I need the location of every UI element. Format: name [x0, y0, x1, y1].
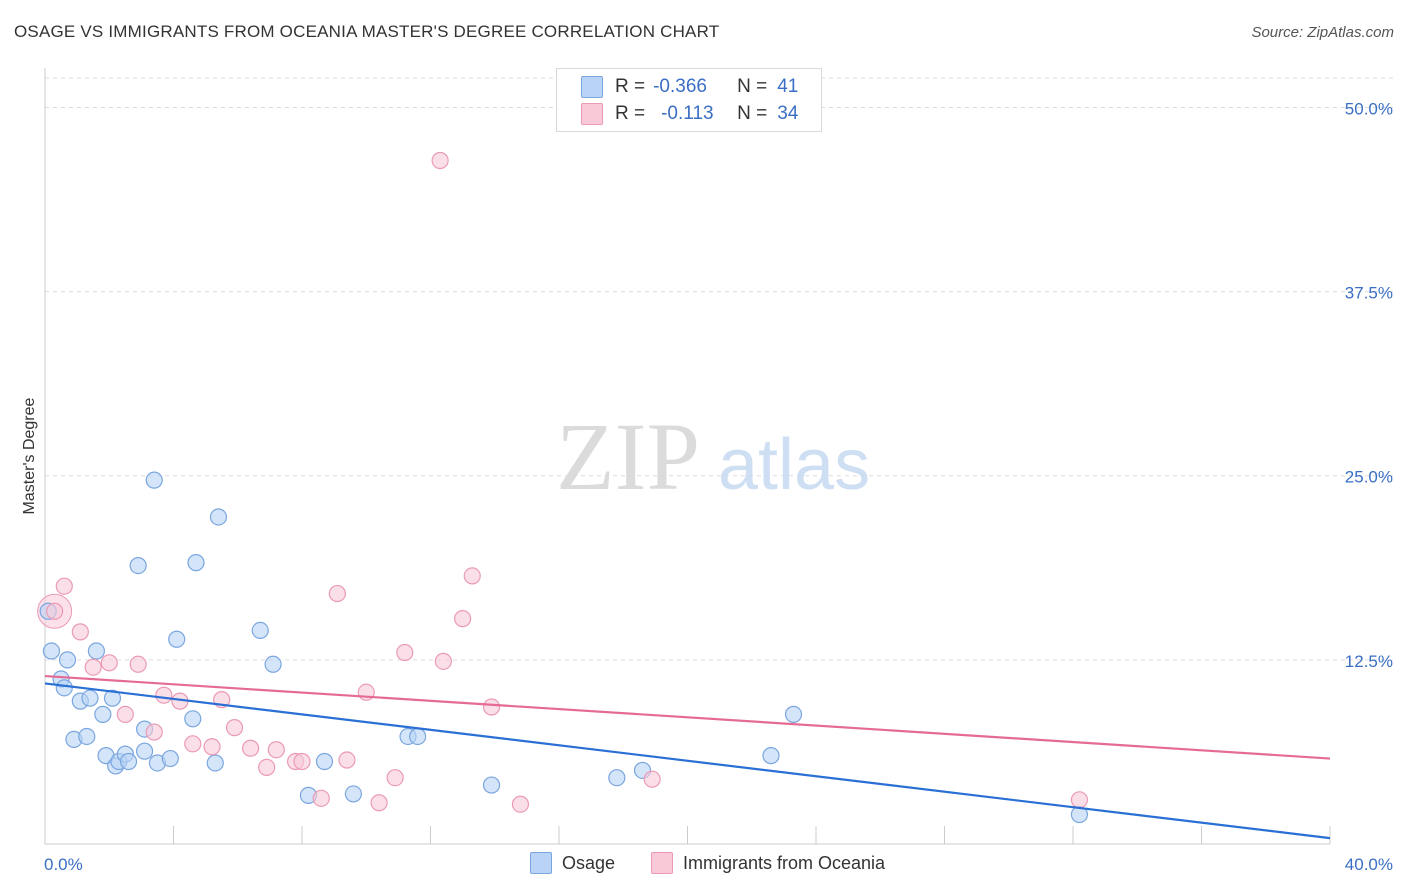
watermark-atlas: atlas: [718, 425, 870, 505]
oceania-point: [129, 655, 147, 673]
osage-point: [608, 769, 626, 787]
osage-point: [344, 785, 362, 803]
oceania-point: [293, 752, 311, 771]
legend-n-value: 41: [777, 76, 799, 97]
osage-point: [42, 642, 61, 660]
oceania-point: [482, 698, 501, 716]
osage-point: [78, 727, 96, 746]
oceania-point: [431, 151, 449, 170]
labels-layer: 12.5% 25.0% 37.5% 50.0% 0.0% 40.0% Master's De…: [21, 99, 1393, 874]
osage-point: [409, 727, 427, 746]
y-axis-title: Master's Degree: [21, 397, 38, 514]
y-tick-label: 12.5%: [1345, 652, 1393, 671]
oceania-point: [184, 735, 202, 753]
oceania-point: [116, 705, 134, 723]
x-tick-label: 40.0%: [1345, 855, 1393, 874]
oceania-point: [434, 652, 452, 670]
oceania-point: [267, 741, 285, 759]
osage-point: [129, 556, 147, 575]
oceania-point: [258, 758, 276, 777]
oceania-point: [84, 658, 102, 676]
legend-row-osage: R = -0.366 N = 41: [581, 75, 798, 99]
legend-n-value: 34: [777, 103, 799, 124]
y-tick-label: 37.5%: [1345, 284, 1393, 303]
osage-trend-line: [44, 682, 1331, 840]
chart-title: OSAGE VS IMMIGRANTS FROM OCEANIA MASTER'…: [14, 22, 720, 41]
oceania-point: [100, 654, 118, 672]
legend-row-oceania: R = -0.113 N = 34: [581, 102, 798, 126]
osage-point: [184, 710, 202, 728]
osage-point: [161, 749, 179, 768]
oceania-point: [312, 789, 330, 807]
osage-point: [482, 776, 501, 794]
oceania-point: [71, 623, 89, 641]
oceania-point: [511, 795, 530, 813]
oceania-point: [463, 567, 481, 585]
oceania-point: [203, 738, 221, 756]
osage-swatch: [530, 852, 552, 874]
bottom-legend-label: Osage: [562, 852, 616, 873]
osage-point: [55, 679, 73, 697]
bottom-legend-label: Immigrants from Oceania: [683, 852, 886, 873]
y-tick-label: 50.0%: [1345, 99, 1393, 118]
oceania-point: [225, 719, 244, 737]
osage-point: [58, 651, 77, 669]
oceania-point: [643, 770, 661, 788]
osage-point: [168, 630, 186, 648]
osage-point: [209, 508, 228, 526]
oceania-point: [145, 723, 163, 741]
watermark-zip: ZIP: [556, 403, 700, 510]
bottom-legend-oceania: Immigrants from Oceania: [651, 852, 885, 874]
bottom-legend-osage: Osage: [530, 852, 615, 874]
oceania-swatch: [581, 103, 603, 125]
oceania-swatch: [651, 852, 673, 874]
points-layer: [37, 151, 1089, 824]
y-tick-label: 25.0%: [1345, 468, 1393, 487]
osage-point: [762, 747, 780, 765]
osage-point: [784, 705, 803, 723]
oceania-point: [242, 739, 260, 757]
correlation-legend: R = -0.366 N = 41 R = -0.113 N = 34: [556, 68, 822, 132]
legend-n-label: N =: [737, 76, 768, 97]
legend-r-value: -0.366: [653, 76, 707, 97]
osage-point: [206, 754, 224, 772]
source-label: Source: ZipAtlas.com: [1251, 24, 1394, 41]
osage-point: [94, 705, 112, 723]
osage-point: [135, 742, 154, 760]
oceania-point: [1070, 791, 1089, 809]
oceania-trend-line: [44, 674, 1331, 760]
axes-layer: [44, 68, 1331, 845]
osage-point: [81, 689, 99, 707]
osage-point: [145, 471, 163, 489]
osage-point: [264, 655, 282, 673]
x-tick-label: 0.0%: [44, 855, 83, 874]
osage-swatch: [581, 76, 603, 98]
oceania-point: [454, 610, 472, 628]
oceania-point: [46, 602, 64, 620]
osage-point: [119, 752, 138, 771]
legend-r-label: R =: [615, 76, 646, 97]
osage-point: [103, 689, 122, 707]
legend-r-value: -0.113: [661, 103, 714, 124]
osage-point: [315, 752, 334, 771]
legend-r-label: R =: [615, 103, 646, 124]
osage-point: [187, 554, 205, 572]
oceania-point: [338, 751, 356, 769]
osage-point: [251, 621, 269, 640]
oceania-point: [370, 794, 388, 812]
oceania-point: [396, 643, 414, 662]
osage-point: [87, 642, 106, 660]
oceania-point: [328, 584, 346, 603]
grid-layer: [45, 77, 1395, 661]
oceania-point: [55, 577, 73, 595]
legend-n-label: N =: [737, 103, 768, 124]
oceania-point: [155, 686, 173, 704]
oceania-point: [386, 769, 404, 787]
trend-layer: [44, 674, 1331, 840]
